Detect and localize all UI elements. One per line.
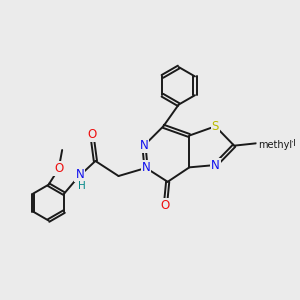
Text: N: N xyxy=(140,139,148,152)
Text: methyl: methyl xyxy=(258,140,292,150)
Text: N: N xyxy=(142,161,150,174)
Text: methyl: methyl xyxy=(256,143,261,144)
Text: methyl: methyl xyxy=(257,142,262,143)
Text: S: S xyxy=(212,120,219,133)
Text: H: H xyxy=(78,182,86,191)
Text: methyl: methyl xyxy=(264,139,296,148)
Text: O: O xyxy=(161,199,170,212)
Text: methyl: methyl xyxy=(257,143,262,144)
Text: methyl: methyl xyxy=(260,142,265,143)
Text: N: N xyxy=(211,158,220,172)
Text: methoxy_ch3: methoxy_ch3 xyxy=(64,145,73,147)
Text: N: N xyxy=(75,168,84,182)
Text: O: O xyxy=(87,128,97,142)
Text: O: O xyxy=(54,162,63,175)
